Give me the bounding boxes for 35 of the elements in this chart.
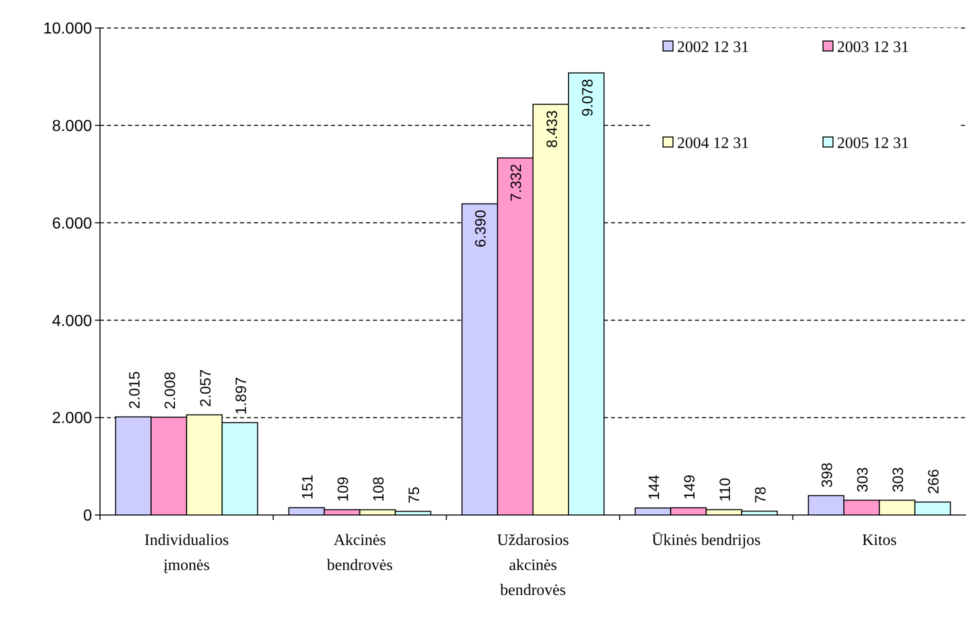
data-label: 7.332 <box>508 164 526 202</box>
data-label: 2.008 <box>162 372 179 410</box>
x-tick-label: Kitos <box>862 532 897 549</box>
data-label: 1.897 <box>232 377 250 415</box>
legend-label: 2003 12 31 <box>837 39 909 56</box>
data-label: 303 <box>854 467 872 492</box>
data-label: 149 <box>681 474 698 500</box>
legend-label: 2002 12 31 <box>677 39 749 56</box>
x-tick-label: Ūkinės bendrijos <box>652 532 761 549</box>
data-label: 303 <box>890 467 908 492</box>
data-label: 2.057 <box>197 369 214 407</box>
legend-label: 2004 12 31 <box>677 135 749 152</box>
data-label: 9.078 <box>579 78 596 116</box>
x-tick-label: Uždarosios akcinės bendrovės <box>497 532 569 599</box>
data-label: 110 <box>716 478 734 502</box>
data-label: 108 <box>370 476 388 502</box>
y-tick-label: 2.000 <box>52 410 92 428</box>
x-tick-label: Individualios įmonės <box>144 532 229 574</box>
data-label: 109 <box>335 476 352 502</box>
y-tick-label: 4.000 <box>52 312 92 330</box>
data-label: 8.433 <box>544 110 561 148</box>
y-tick-label: 0 <box>83 508 92 525</box>
y-tick-label: 10.000 <box>43 20 92 38</box>
y-tick-label: 8.000 <box>52 118 92 135</box>
data-label: 75 <box>406 486 424 504</box>
data-label: 6.390 <box>472 210 490 248</box>
data-label: 151 <box>300 474 317 500</box>
legend-label: 2005 12 31 <box>837 135 909 152</box>
y-tick-label: 6.000 <box>52 215 92 232</box>
data-label: 398 <box>819 462 836 488</box>
x-tick-label: Akcinės bendrovės <box>326 532 393 574</box>
data-label: 78 <box>752 486 770 504</box>
data-label: 266 <box>926 469 943 494</box>
data-label: 2.015 <box>126 371 144 409</box>
data-label: 144 <box>646 474 663 500</box>
